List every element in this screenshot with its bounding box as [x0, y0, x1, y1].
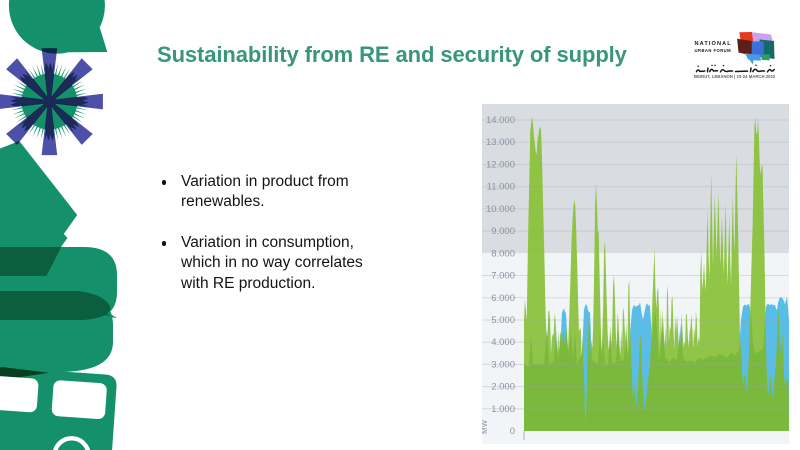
- svg-text:2.000: 2.000: [491, 382, 515, 393]
- svg-text:3.000: 3.000: [491, 359, 515, 370]
- svg-text:MW: MW: [482, 419, 489, 434]
- svg-text:4.000: 4.000: [491, 337, 515, 348]
- svg-text:7.000: 7.000: [491, 271, 515, 282]
- svg-text:1.000: 1.000: [491, 404, 515, 415]
- svg-text:10.000: 10.000: [486, 204, 515, 215]
- svg-text:14.000: 14.000: [486, 115, 515, 126]
- svg-text:0: 0: [510, 426, 515, 437]
- svg-text:13.000: 13.000: [486, 137, 515, 148]
- svg-text:8.000: 8.000: [491, 248, 515, 259]
- svg-text:12.000: 12.000: [486, 160, 515, 171]
- svg-text:9.000: 9.000: [491, 226, 515, 237]
- svg-text:5.000: 5.000: [491, 315, 515, 326]
- svg-text:11.000: 11.000: [487, 182, 515, 193]
- svg-text:6.000: 6.000: [491, 293, 515, 304]
